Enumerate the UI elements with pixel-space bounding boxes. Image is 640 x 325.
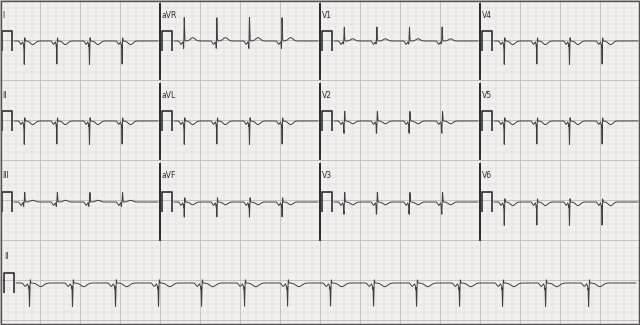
Text: aVF: aVF xyxy=(162,171,177,180)
Text: V6: V6 xyxy=(482,171,492,180)
Text: V3: V3 xyxy=(322,171,332,180)
Text: III: III xyxy=(2,171,9,180)
Text: aVL: aVL xyxy=(162,91,176,100)
Text: V1: V1 xyxy=(322,11,332,20)
Text: II: II xyxy=(2,91,6,100)
Text: aVR: aVR xyxy=(162,11,177,20)
Text: II: II xyxy=(4,252,8,261)
Text: I: I xyxy=(2,11,4,20)
Text: V2: V2 xyxy=(322,91,332,100)
Text: V5: V5 xyxy=(482,91,492,100)
Text: V4: V4 xyxy=(482,11,492,20)
